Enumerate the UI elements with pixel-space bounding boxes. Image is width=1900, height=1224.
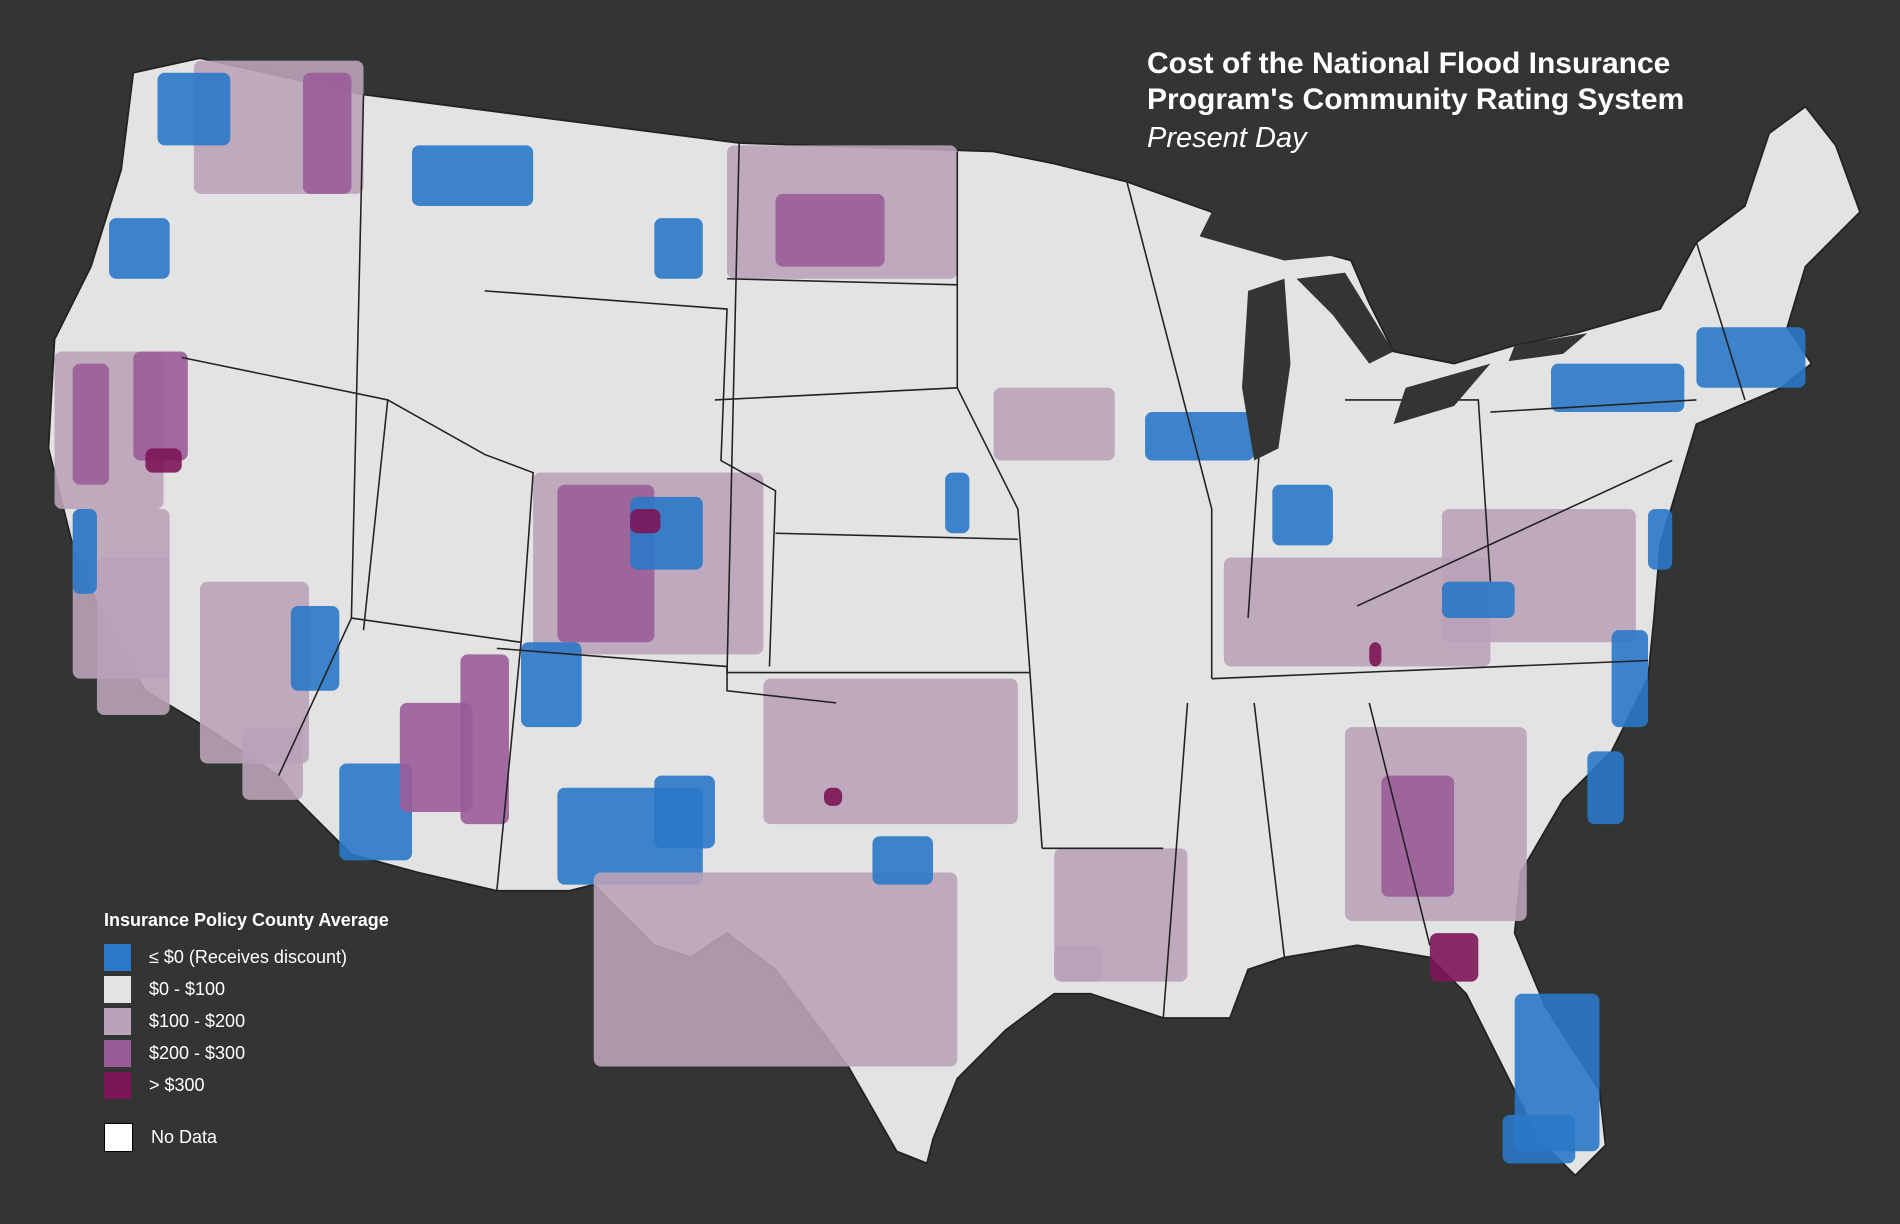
- county-region: [1054, 945, 1103, 982]
- county-region: [399, 702, 473, 812]
- legend-item-0-100: $0 - $100: [104, 973, 389, 1005]
- county-region: [1647, 508, 1673, 570]
- state-border: [1211, 659, 1648, 680]
- county-region: [1696, 327, 1806, 388]
- county-region: [1441, 581, 1515, 619]
- county-region: [72, 508, 97, 594]
- state-border: [714, 387, 958, 401]
- state-border: [350, 94, 365, 619]
- great-lake: [1393, 363, 1491, 425]
- county-region: [1381, 775, 1455, 897]
- state-border: [1029, 672, 1043, 849]
- state-border: [775, 532, 1018, 541]
- county-region: [630, 508, 661, 534]
- legend-swatch: [104, 1122, 133, 1152]
- county-region: [775, 193, 885, 267]
- county-region: [72, 363, 110, 485]
- state-border: [1368, 702, 1431, 946]
- map-subtitle: Present Day: [1147, 122, 1307, 154]
- legend-item-200-300: $200 - $300: [104, 1037, 389, 1069]
- legend-swatch: [104, 1007, 131, 1035]
- county-region: [339, 763, 412, 861]
- county-region: [521, 642, 582, 728]
- legend-swatch: [104, 943, 131, 971]
- county-region: [823, 787, 843, 806]
- county-region: [411, 145, 534, 207]
- state-border: [727, 277, 958, 286]
- state-border: [1126, 181, 1213, 679]
- county-region: [1369, 642, 1382, 667]
- great-lake: [1242, 278, 1291, 461]
- county-region: [1429, 933, 1479, 982]
- county-region: [96, 557, 170, 716]
- county-region: [145, 448, 182, 473]
- state-border: [1695, 242, 1746, 401]
- county-region: [945, 472, 970, 534]
- legend-label: > $300: [149, 1074, 205, 1095]
- county-region: [199, 581, 309, 764]
- state-border: [484, 290, 777, 667]
- state-border: [351, 617, 522, 644]
- great-lake: [1296, 272, 1394, 364]
- state-border: [1490, 399, 1697, 413]
- legend-label: $100 - $200: [149, 1010, 246, 1031]
- county-region: [1514, 993, 1600, 1152]
- county-region: [157, 72, 231, 146]
- legend-item-100-200: $100 - $200: [104, 1005, 389, 1037]
- state-border: [1356, 459, 1673, 607]
- state-border: [496, 642, 522, 891]
- county-region: [242, 727, 303, 800]
- title-line-1: Cost of the National Flood Insurance: [1147, 47, 1671, 80]
- legend: Insurance Policy County Average ≤ $0 (Re…: [104, 910, 389, 1153]
- great-lake: [1199, 212, 1346, 261]
- state-border: [387, 399, 534, 643]
- legend-swatch: [104, 975, 131, 1003]
- state-border: [1247, 436, 1261, 619]
- county-region: [763, 678, 1018, 825]
- legend-title: Insurance Policy County Average: [104, 910, 389, 930]
- state-border: [277, 617, 353, 776]
- legend-label: No Data: [151, 1126, 218, 1147]
- legend-label: ≤ $0 (Receives discount): [149, 946, 347, 967]
- county-region: [1587, 751, 1624, 825]
- state-border: [1253, 702, 1286, 958]
- map-title: Cost of the National Flood Insurance Pro…: [1147, 46, 1684, 118]
- county-region: [1551, 363, 1685, 413]
- county-region: [1223, 557, 1491, 667]
- county-region: [993, 387, 1115, 461]
- county-region: [290, 605, 340, 691]
- county-region: [1611, 630, 1648, 728]
- state-border: [496, 647, 837, 704]
- county-region: [1441, 508, 1636, 643]
- county-region: [133, 351, 188, 461]
- title-line-2: Program's Community Rating System: [1147, 83, 1685, 116]
- legend-item-over-300: > $300: [104, 1069, 389, 1101]
- legend-label: $200 - $300: [149, 1042, 246, 1063]
- county-region: [1145, 412, 1255, 461]
- legend-item-discount: ≤ $0 (Receives discount): [104, 941, 389, 973]
- legend-swatch: [104, 1039, 131, 1067]
- county-region: [1272, 484, 1333, 546]
- county-region: [109, 218, 170, 279]
- great-lake: [1508, 333, 1588, 362]
- county-region: [872, 836, 934, 885]
- county-region: [593, 872, 958, 1067]
- state-border: [956, 151, 1031, 673]
- legend-swatch: [104, 1071, 131, 1099]
- legend-item-no-data: No Data: [104, 1121, 389, 1153]
- state-border: [726, 142, 740, 673]
- state-border: [1345, 399, 1492, 582]
- county-region: [302, 72, 352, 194]
- state-border: [1162, 702, 1189, 1019]
- legend-label: $0 - $100: [149, 978, 226, 999]
- county-region: [1502, 1114, 1576, 1164]
- county-region: [654, 218, 703, 279]
- county-region: [654, 775, 715, 849]
